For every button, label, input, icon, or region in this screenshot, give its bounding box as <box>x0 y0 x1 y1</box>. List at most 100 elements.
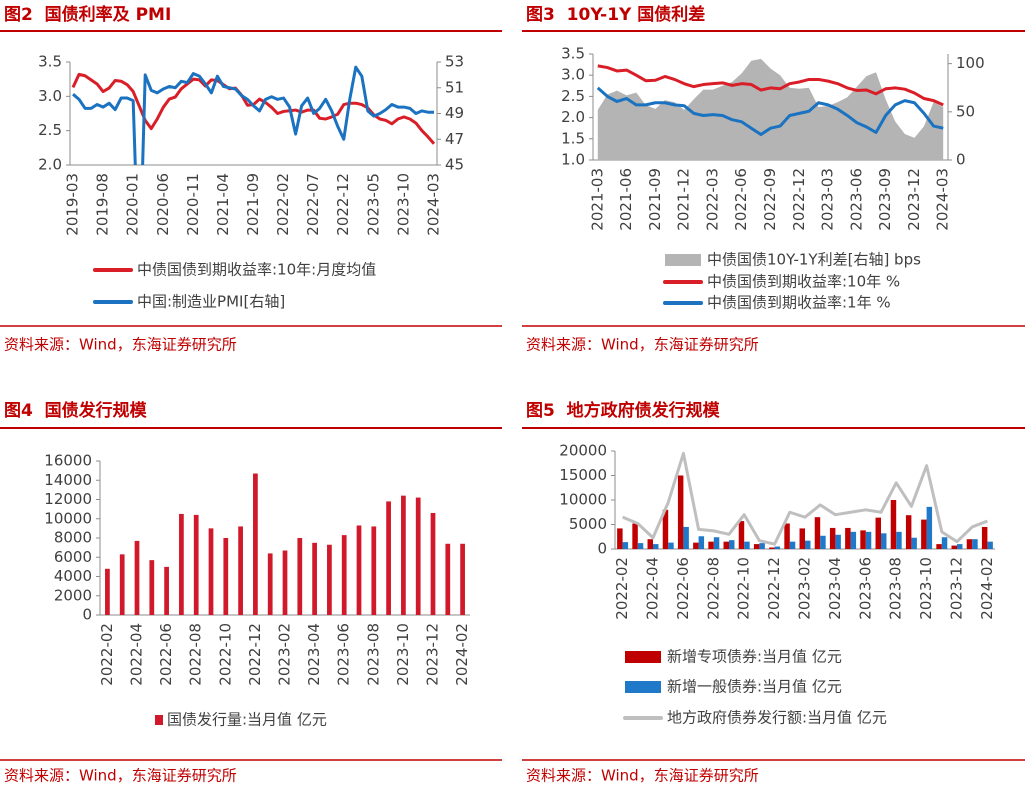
bar <box>957 544 963 549</box>
bar <box>653 544 659 549</box>
bar <box>401 495 406 615</box>
line <box>596 86 944 137</box>
bar <box>729 540 735 549</box>
bar <box>698 536 705 549</box>
x-tick-label: 2023-12 <box>948 557 966 620</box>
x-tick-label: 2023-03 <box>819 168 837 231</box>
legend-label: 中债国债到期收益率:10年:月度均值 <box>137 261 376 279</box>
y-tick-label: 14000 <box>44 471 92 489</box>
x-tick-label: 2023-08 <box>364 623 382 686</box>
x-tick-label: 2020-01 <box>124 173 142 236</box>
bar <box>789 541 796 549</box>
y-tick-label: 1.0 <box>561 151 585 169</box>
x-tick-label: 2020-06 <box>154 173 172 236</box>
y2-tick-label: 53 <box>445 53 464 71</box>
bar <box>921 519 927 549</box>
x-tick-label: 2022-03 <box>703 168 721 231</box>
x-tick-label: 2019-03 <box>64 173 82 236</box>
x-tick-label: 2021-09 <box>646 168 664 231</box>
bar <box>941 537 948 549</box>
x-tick-label: 2022-02 <box>274 173 292 236</box>
bar <box>312 542 317 615</box>
x-tick-label: 2023-12 <box>424 623 442 686</box>
bar <box>896 531 902 549</box>
x-tick-label: 2023-10 <box>394 173 412 236</box>
bar <box>708 541 714 549</box>
bar <box>850 531 857 549</box>
bar <box>677 475 684 549</box>
legend-swatch <box>155 715 163 725</box>
legend-label: 地方政府债券发行额:当月值 亿元 <box>667 709 887 727</box>
x-tick-label: 2020-11 <box>184 173 202 236</box>
legend-label: 中债国债到期收益率:10年 % <box>707 273 900 291</box>
bar <box>805 540 811 549</box>
x-tick-label: 2024-03 <box>934 168 952 231</box>
bar <box>693 542 699 549</box>
bar <box>753 544 760 549</box>
bar <box>617 528 623 549</box>
bar <box>774 546 781 549</box>
line <box>622 451 988 546</box>
x-tick-label: 2019-08 <box>94 173 112 236</box>
legend-label: 中国:制造业PMI[右轴] <box>137 293 285 311</box>
bar <box>865 531 872 549</box>
x-tick-label: 2022-12 <box>246 623 264 686</box>
bar <box>105 568 110 615</box>
y-tick-label: 3.5 <box>38 53 62 71</box>
x-tick-label: 2024-02 <box>453 623 471 686</box>
x-tick-label: 2022-12 <box>790 168 808 231</box>
bar <box>845 527 851 549</box>
bar <box>860 530 866 549</box>
x-tick-label: 2022-12 <box>334 173 352 236</box>
y-tick-label: 20000 <box>559 442 607 460</box>
x-tick-label: 2021-03 <box>588 168 606 231</box>
bar <box>622 542 629 549</box>
bar <box>647 539 653 549</box>
chart-title: 图2 国债利率及 PMI <box>4 4 171 25</box>
source: 资料来源：Wind，东海证券研究所 <box>4 336 237 354</box>
x-tick-label: 2022-10 <box>735 557 753 620</box>
x-tick-label: 2022-10 <box>216 623 234 686</box>
bar <box>951 545 957 549</box>
bar <box>744 541 750 549</box>
bar <box>911 537 917 549</box>
bar <box>905 515 912 549</box>
bar <box>875 517 881 549</box>
y-tick-label: 5000 <box>569 515 607 533</box>
bar <box>297 538 303 615</box>
bar <box>119 554 125 615</box>
x-tick-label: 2022-09 <box>761 168 779 231</box>
y-tick-label: 10000 <box>44 509 92 527</box>
area <box>597 58 944 160</box>
x-tick-label: 2023-06 <box>856 557 874 620</box>
y-tick-label: 6000 <box>54 548 92 566</box>
x-tick-label: 2023-04 <box>305 623 323 686</box>
y-tick-label: 0 <box>597 540 607 558</box>
x-tick-label: 2022-02 <box>98 623 116 686</box>
y-tick-label: 2.0 <box>38 156 62 174</box>
y2-tick-label: 100 <box>956 54 985 72</box>
bar <box>341 535 347 615</box>
bar <box>164 566 169 615</box>
legend-swatch <box>625 651 661 663</box>
bar <box>759 543 765 549</box>
legend-label: 新增一般债券:当月值 亿元 <box>667 678 842 696</box>
bar <box>149 560 155 615</box>
x-tick-label: 2023-02 <box>796 557 814 620</box>
y-tick-label: 2.5 <box>38 121 62 139</box>
y-tick-label: 12000 <box>44 490 92 508</box>
bar <box>820 535 826 549</box>
y-tick-label: 3.5 <box>561 45 585 63</box>
x-tick-label: 2022-08 <box>704 557 722 620</box>
x-tick-label: 2022-06 <box>157 623 175 686</box>
x-tick-label: 2023-04 <box>826 557 844 620</box>
x-tick-label: 2023-08 <box>887 557 905 620</box>
x-tick-label: 2023-09 <box>876 168 894 231</box>
y-tick-label: 8000 <box>54 529 92 547</box>
x-tick-label: 2023-10 <box>917 557 935 620</box>
bar <box>282 550 288 615</box>
y-tick-label: 4000 <box>54 567 92 585</box>
bar <box>987 541 993 549</box>
line <box>71 72 436 145</box>
bar <box>668 542 674 549</box>
